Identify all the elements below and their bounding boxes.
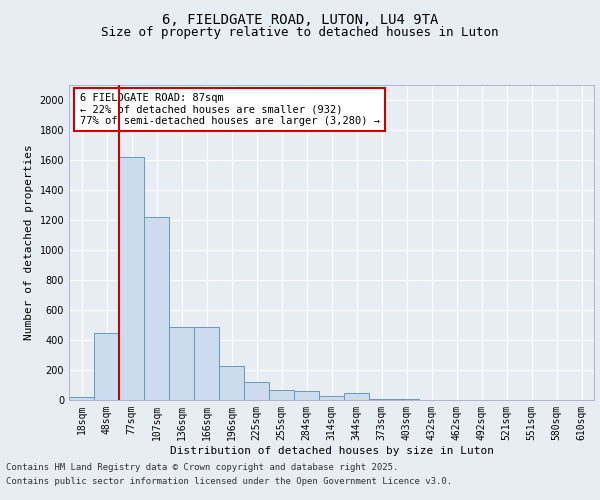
Text: Contains public sector information licensed under the Open Government Licence v3: Contains public sector information licen… <box>6 478 452 486</box>
Bar <box>144 217 169 400</box>
Bar <box>194 326 219 400</box>
Bar <box>119 157 144 400</box>
Y-axis label: Number of detached properties: Number of detached properties <box>24 144 34 340</box>
Bar <box>244 382 269 400</box>
Bar <box>294 391 319 400</box>
Bar <box>219 366 244 400</box>
Bar <box>369 398 394 400</box>
Bar <box>69 397 94 400</box>
Text: Size of property relative to detached houses in Luton: Size of property relative to detached ho… <box>101 26 499 39</box>
Bar <box>344 392 369 400</box>
X-axis label: Distribution of detached houses by size in Luton: Distribution of detached houses by size … <box>170 446 493 456</box>
Bar <box>169 326 194 400</box>
Bar <box>394 399 419 400</box>
Bar <box>319 396 344 400</box>
Bar <box>94 332 119 400</box>
Text: 6, FIELDGATE ROAD, LUTON, LU4 9TA: 6, FIELDGATE ROAD, LUTON, LU4 9TA <box>162 12 438 26</box>
Bar <box>269 390 294 400</box>
Text: 6 FIELDGATE ROAD: 87sqm
← 22% of detached houses are smaller (932)
77% of semi-d: 6 FIELDGATE ROAD: 87sqm ← 22% of detache… <box>79 93 380 126</box>
Text: Contains HM Land Registry data © Crown copyright and database right 2025.: Contains HM Land Registry data © Crown c… <box>6 462 398 471</box>
